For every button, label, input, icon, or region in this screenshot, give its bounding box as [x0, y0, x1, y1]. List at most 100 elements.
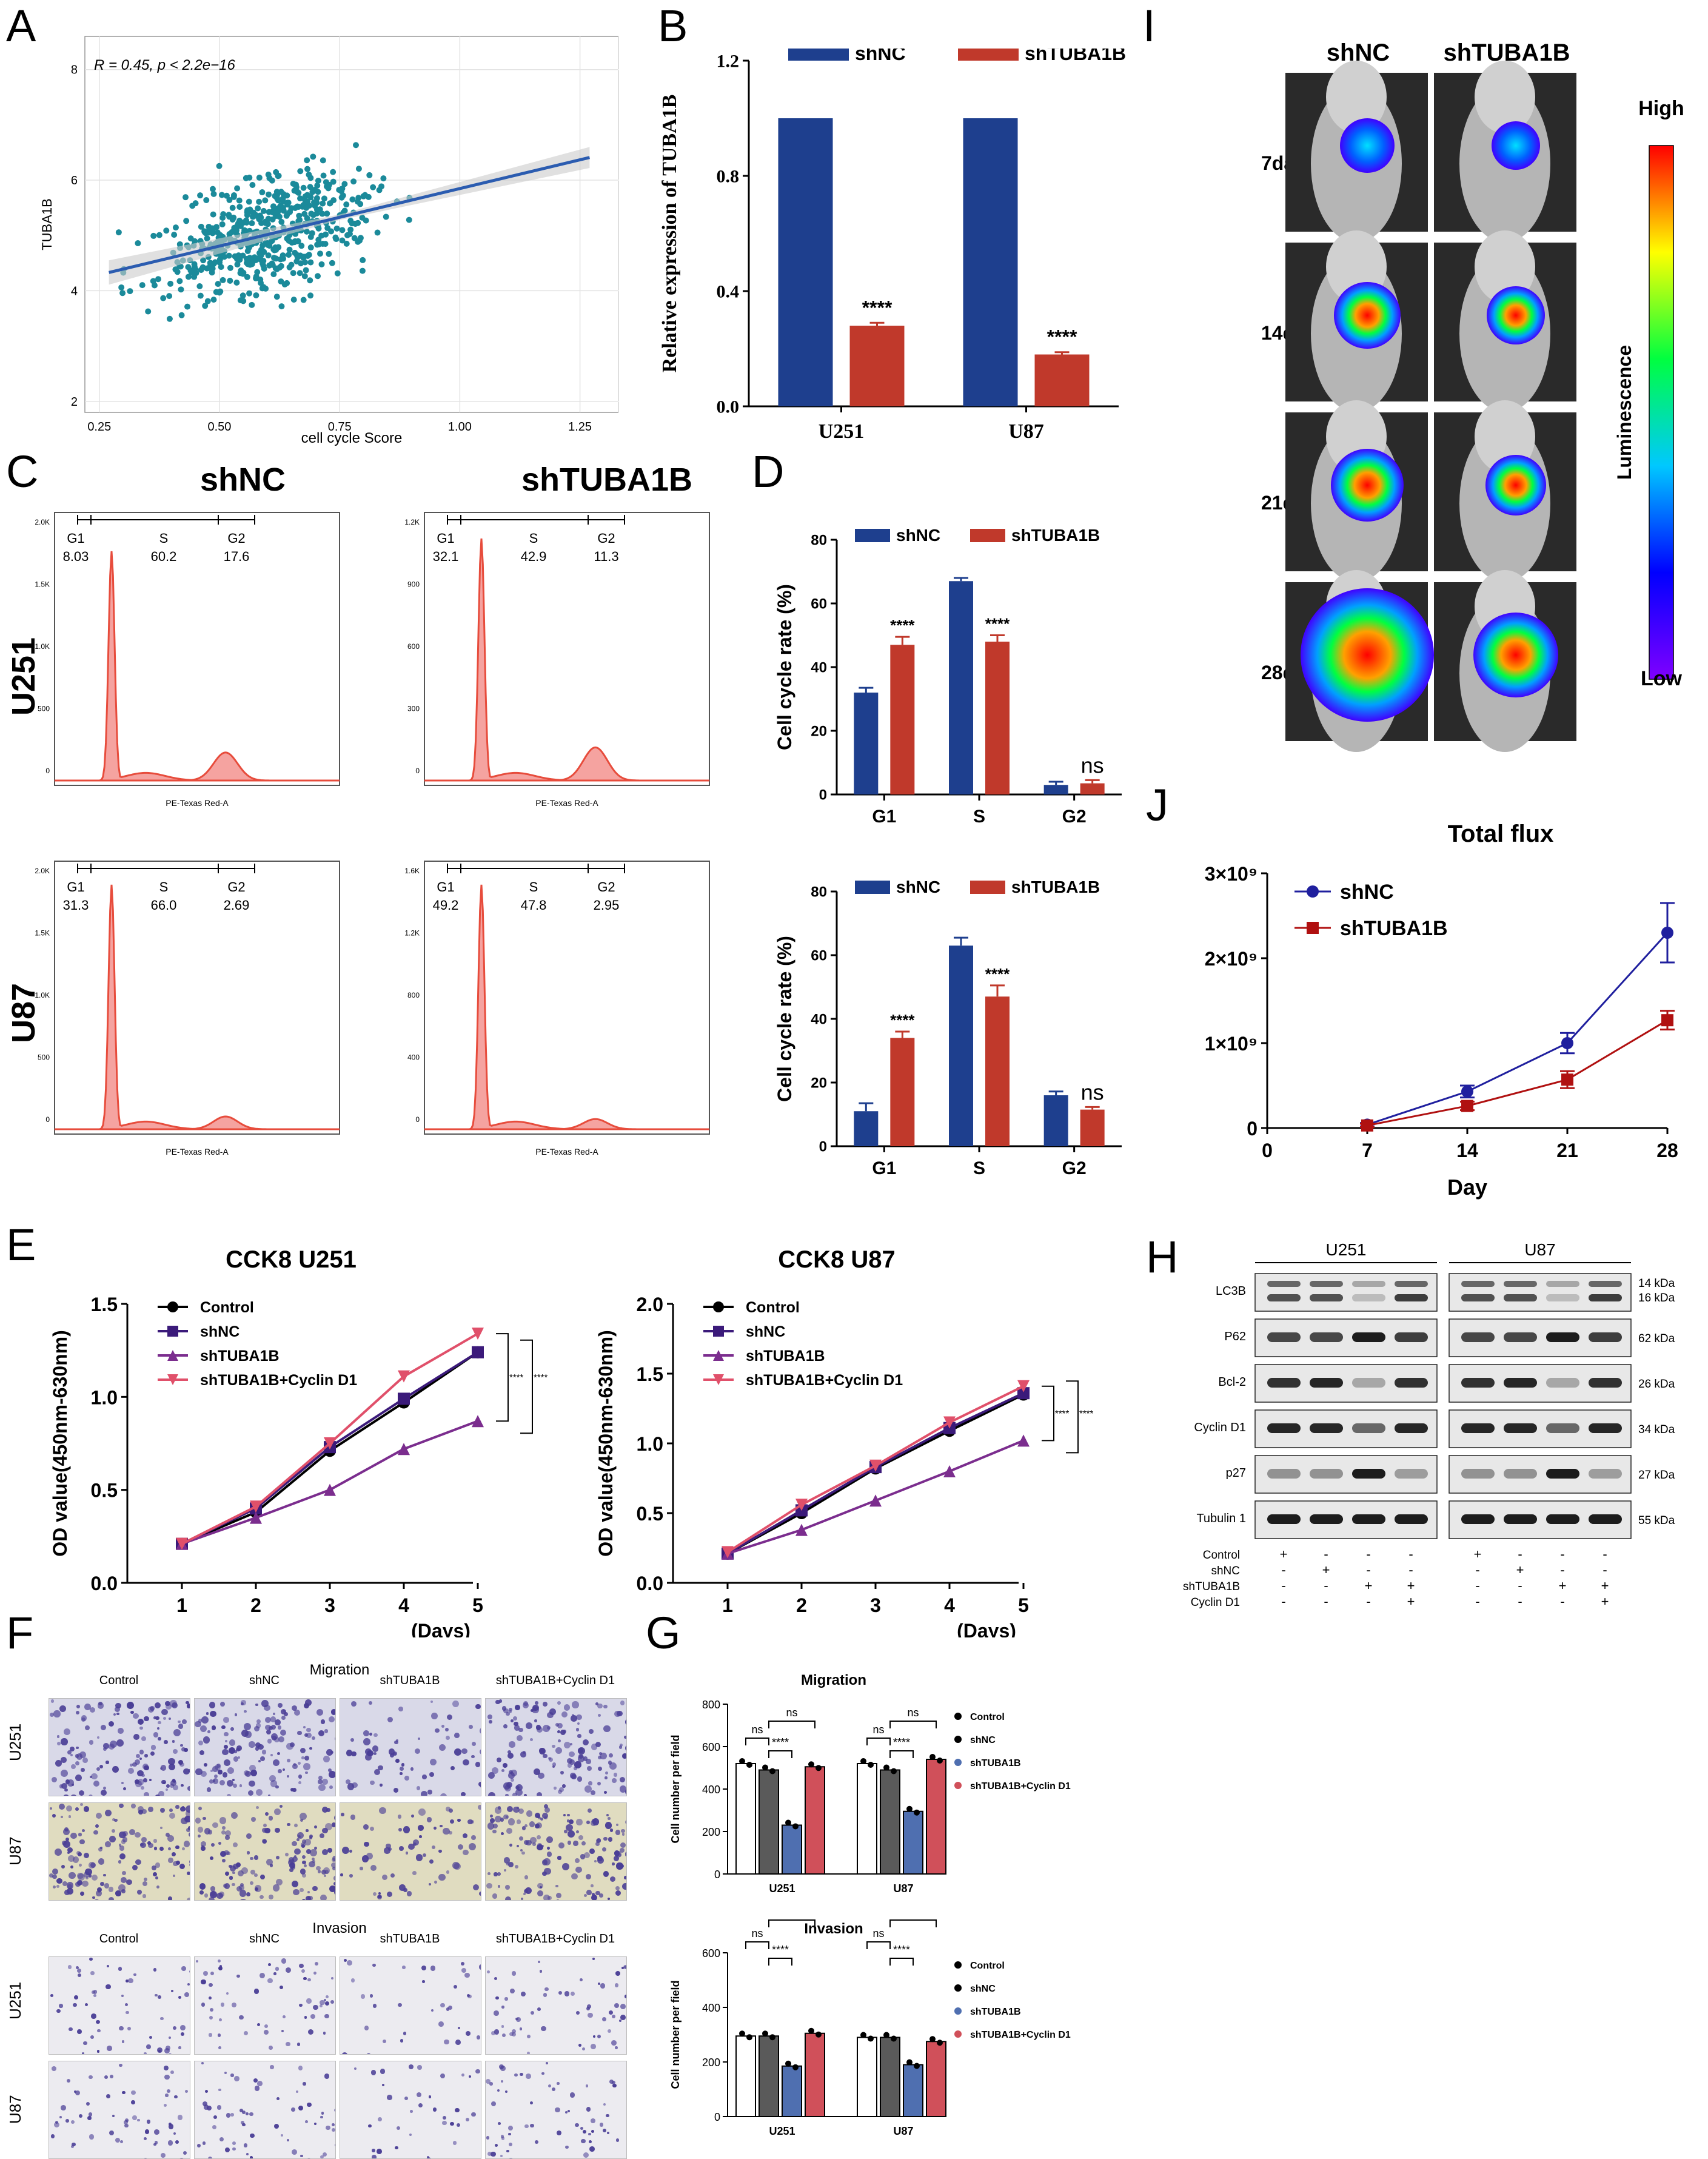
bar-shNC: [778, 118, 833, 406]
bar-shTUBA1B+Cyclin D1: [926, 1759, 946, 1875]
scatter-point: [291, 187, 298, 194]
legend-label: shTUBA1B+Cyclin D1: [746, 1372, 903, 1389]
scatter-point: [200, 257, 207, 264]
scatter-point: [204, 235, 210, 242]
scatter-point: [226, 252, 232, 259]
blot-band: [1310, 1514, 1343, 1524]
scatter-point: [304, 157, 310, 164]
scatter-point: [209, 265, 216, 272]
legend-marker: [954, 1984, 962, 1992]
legend-marker: [954, 1782, 962, 1789]
blot-band: [1589, 1469, 1622, 1479]
scatter-point: [218, 192, 225, 198]
data-marker: [1561, 1073, 1573, 1086]
scatter-point: [313, 206, 320, 213]
scatter-point: [243, 219, 250, 226]
gate-value: 17.6: [224, 549, 250, 564]
scatter-point: [184, 303, 191, 310]
x-tick-label: 21: [1556, 1140, 1578, 1161]
scatter-point: [298, 243, 305, 249]
significance-label: ****: [890, 1011, 915, 1029]
scatter-point: [249, 261, 255, 267]
cell-line-label: U87: [1524, 1240, 1555, 1259]
blot-band: [1352, 1281, 1385, 1287]
y-tick-label: 1.2: [717, 52, 740, 72]
micrograph-image: [485, 2061, 627, 2159]
scatter-point: [314, 182, 321, 189]
blot-band: [1352, 1469, 1385, 1479]
condition-sign: +: [1516, 1562, 1524, 1577]
condition-sign: -: [1366, 1594, 1370, 1609]
data-marker: [167, 1301, 178, 1312]
blot-band: [1395, 1423, 1428, 1433]
scatter-point: [249, 181, 256, 188]
mouse-head: [1326, 61, 1387, 133]
legend-marker: [954, 1713, 962, 1720]
flow-histogram: [55, 884, 340, 1130]
legend-marker: [1307, 885, 1319, 898]
scatter-point: [249, 220, 255, 227]
data-point: [860, 2032, 866, 2038]
blot-band: [1461, 1514, 1495, 1524]
scatter-point: [319, 210, 326, 217]
y-tick-label: 1.0: [637, 1433, 663, 1455]
panel-h-western-blot: U251 U87 LC3B 14 kDa 16 kDa P62 62 kDa Bcl-2 26 …: [1183, 1240, 1675, 1609]
y-tick-label: 0.0: [91, 1573, 118, 1594]
scatter-point: [339, 237, 346, 244]
scatter-point: [273, 255, 280, 262]
scatter-point: [237, 223, 244, 229]
scatter-point: [366, 172, 373, 178]
blot-band: [1546, 1281, 1579, 1287]
micrograph-column-label: Control: [99, 1674, 139, 1687]
significance-bracket: [496, 1333, 509, 1422]
scatter-point: [234, 261, 241, 268]
series-line-shTUBA1B: [1367, 1019, 1668, 1127]
scatter-point: [275, 209, 281, 215]
blot-band: [1461, 1294, 1495, 1301]
data-marker: [1017, 1387, 1030, 1400]
scatter-point: [307, 194, 314, 201]
gate-label: S: [529, 879, 538, 895]
x-tick-label: 28: [1656, 1140, 1678, 1161]
condition-sign: -: [1408, 1546, 1413, 1562]
blot-band: [1310, 1469, 1343, 1479]
y-axis-label: Cell number per field: [669, 1734, 682, 1843]
scatter-point: [229, 216, 236, 223]
bar-shNC: [1043, 785, 1068, 794]
flow-plot-frame: [54, 861, 340, 1135]
scatter-point: [118, 284, 125, 290]
significance-bracket: [1066, 1380, 1079, 1454]
legend-label: shNC: [855, 49, 906, 64]
data-marker: [1361, 1119, 1373, 1132]
condition-sign: -: [1475, 1578, 1479, 1593]
bar-shTUBA1B: [782, 1824, 802, 1875]
scatter-point: [257, 277, 264, 283]
significance-label: ****: [509, 1372, 524, 1383]
data-point: [808, 2027, 814, 2034]
x-tick-label: 2: [796, 1594, 807, 1616]
scatter-point: [178, 286, 184, 293]
data-point: [746, 2034, 752, 2041]
blot-band: [1395, 1294, 1428, 1301]
significance-bracket: [889, 1919, 937, 1927]
blot-band: [1352, 1423, 1385, 1433]
blot-band: [1504, 1469, 1537, 1479]
kda-label: 55 kDa: [1638, 1514, 1675, 1527]
data-marker: [250, 1500, 262, 1513]
scatter-point: [167, 280, 174, 287]
scatter-point: [330, 178, 337, 185]
y-tick-label: 20: [811, 723, 827, 739]
legend-marker: [1307, 922, 1319, 934]
y-tick-label: 0: [819, 787, 827, 803]
scatter-point: [198, 223, 204, 230]
micrograph-column-label: Control: [99, 1932, 139, 1946]
bar-Control: [735, 2035, 756, 2117]
micrograph-image: [194, 2061, 336, 2159]
scatter-point: [209, 225, 216, 232]
scatter-point: [296, 270, 303, 277]
scatter-point: [329, 260, 335, 266]
scatter-point: [347, 226, 354, 233]
scatter-point: [323, 231, 329, 238]
scatter-point: [280, 252, 286, 259]
legend-label: shTUBA1B: [970, 1758, 1021, 1768]
